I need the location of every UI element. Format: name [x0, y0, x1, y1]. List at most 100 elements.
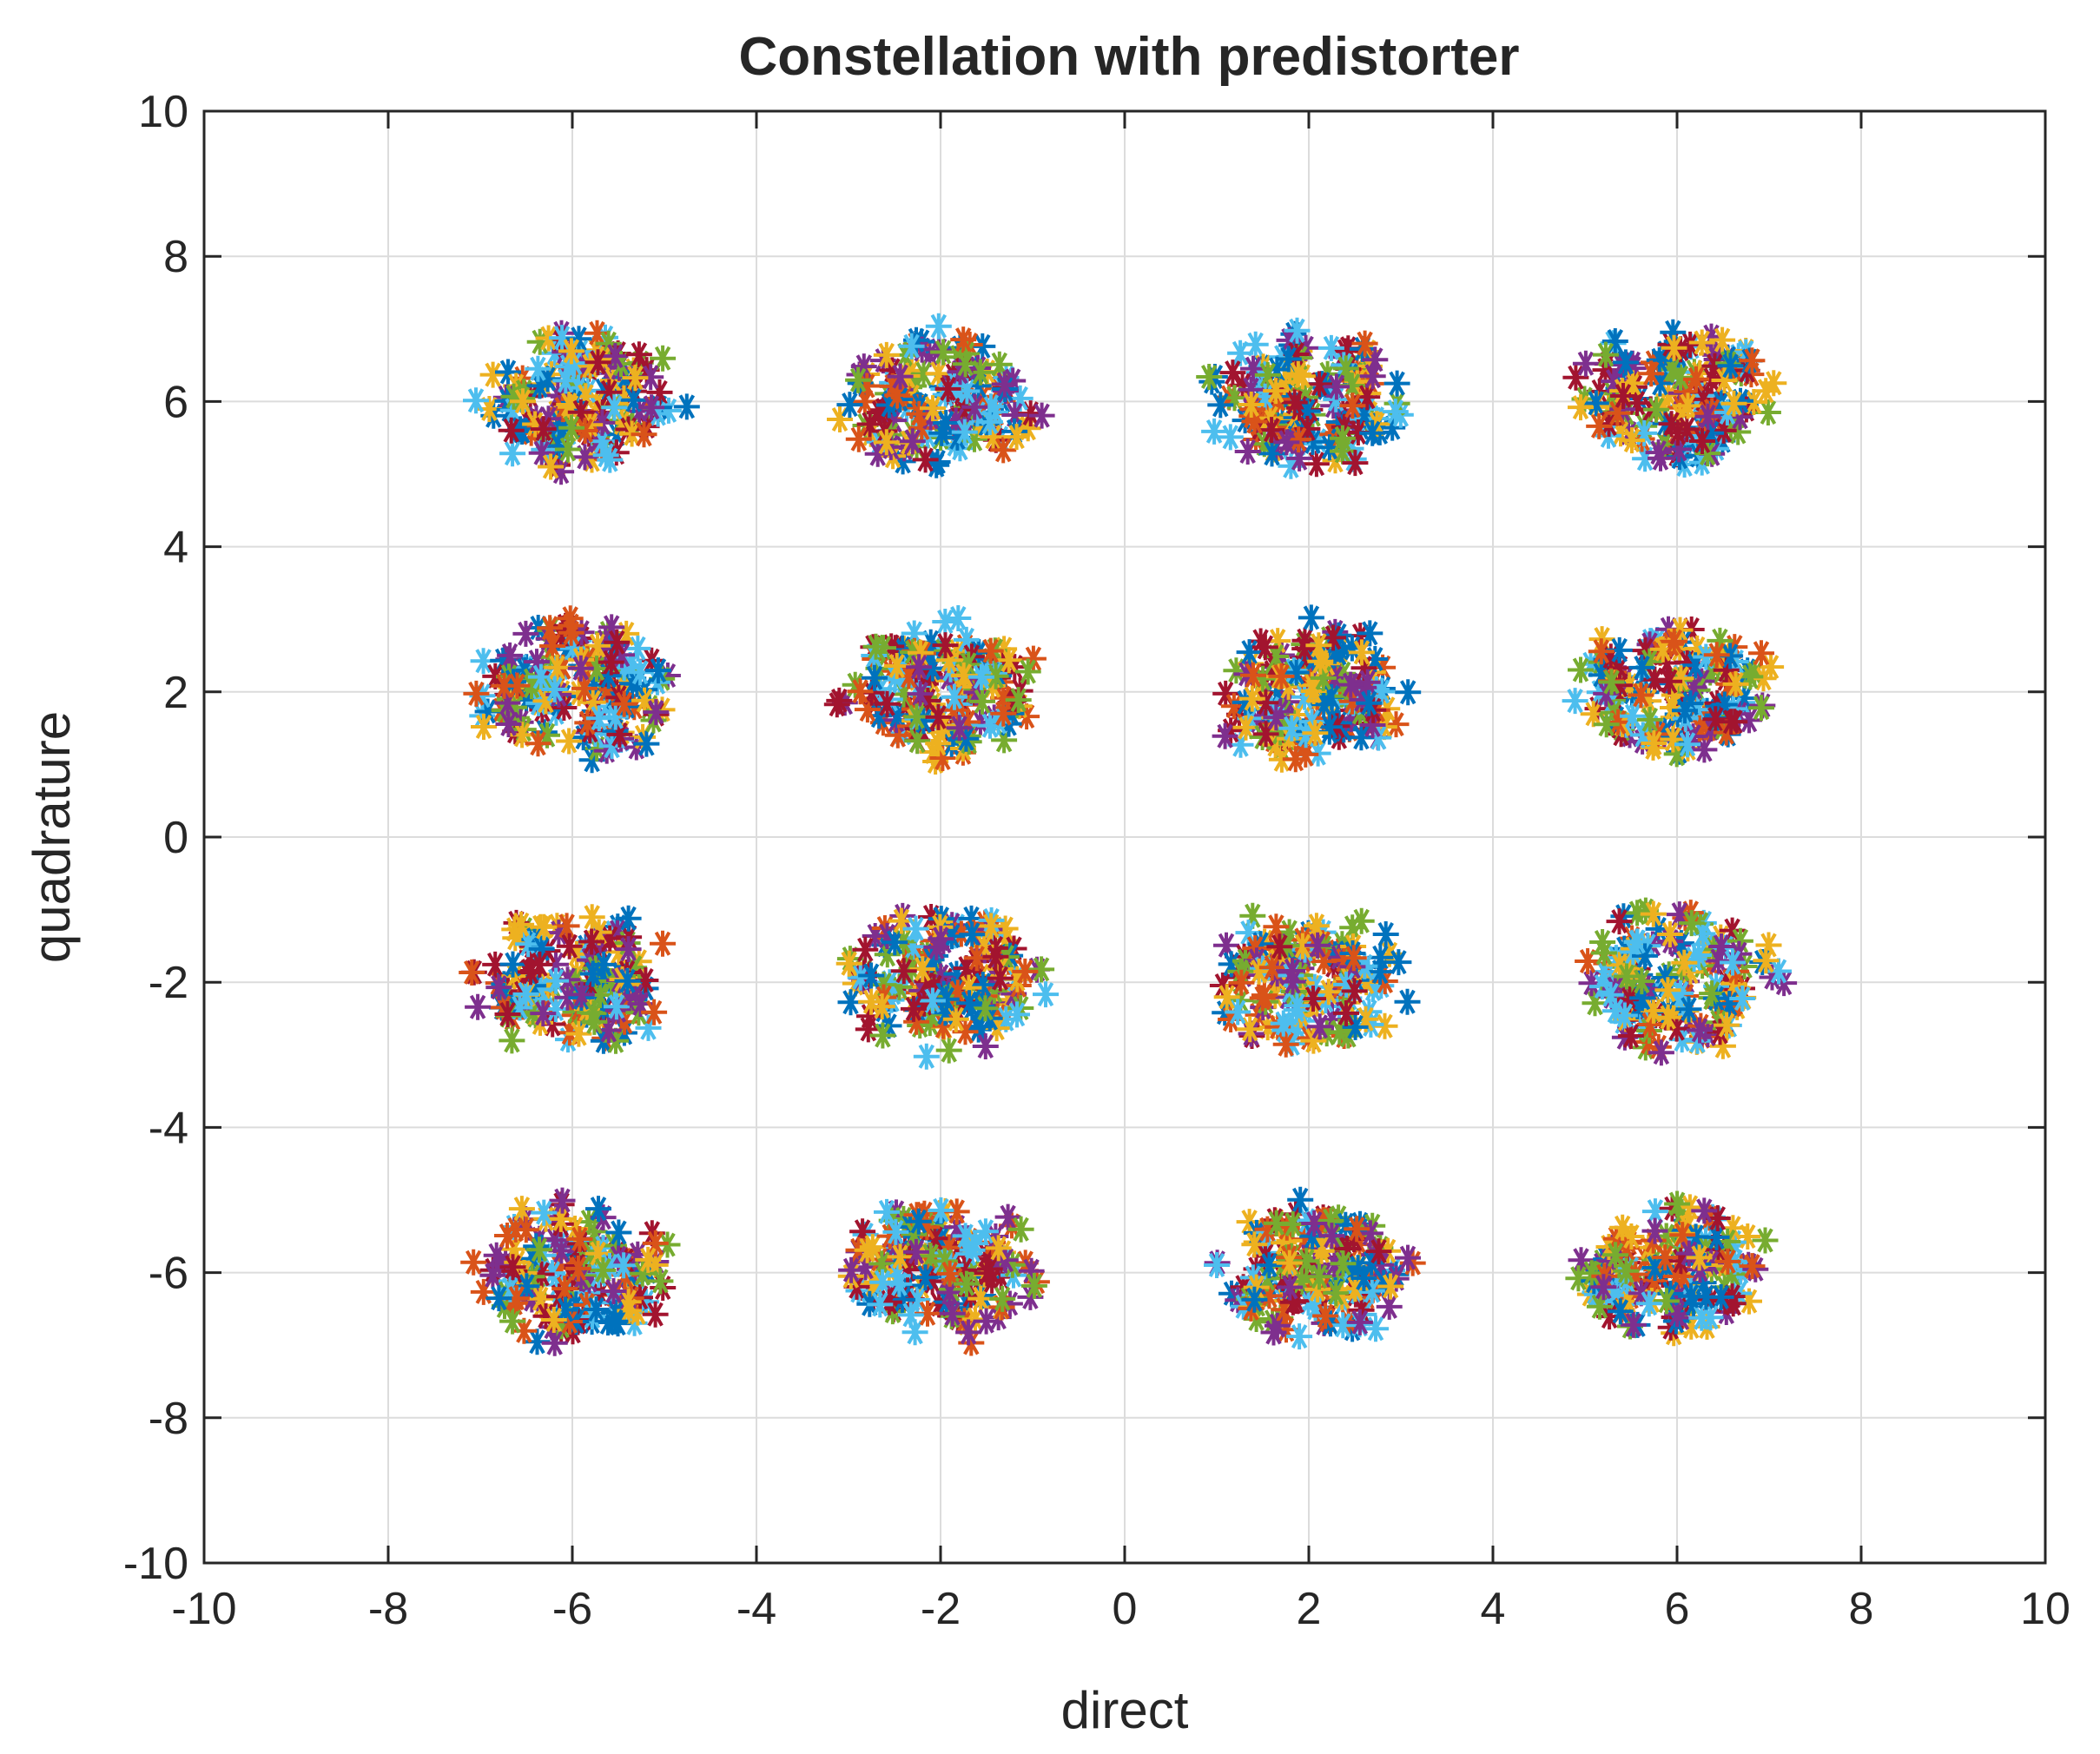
scatter-point [925, 313, 952, 340]
scatter-point [1332, 355, 1359, 382]
scatter-point [649, 696, 676, 723]
scatter-point [1656, 921, 1683, 947]
scatter-point [1017, 1283, 1044, 1310]
scatter-point [939, 1300, 966, 1327]
scatter-point [571, 675, 598, 702]
scatter-point [512, 620, 539, 647]
scatter-point [873, 341, 900, 368]
y-tick-label: -10 [123, 1539, 188, 1589]
scatter-point [515, 931, 542, 958]
scatter-point [1704, 1205, 1731, 1231]
scatter-point [1720, 949, 1746, 976]
scatter-point [1755, 932, 1782, 959]
scatter-point [1349, 686, 1376, 713]
scatter-point [590, 1256, 617, 1283]
scatter-point [1689, 953, 1716, 979]
scatter-point [1593, 1246, 1620, 1273]
scatter-point [1720, 1215, 1747, 1242]
scatter-point [972, 1218, 999, 1245]
scatter-point [624, 635, 651, 662]
scatter-point [917, 404, 944, 431]
scatter-point [961, 425, 987, 452]
scatter-point [602, 717, 629, 744]
scatter-point [952, 1019, 979, 1045]
scatter-point [919, 1268, 946, 1295]
scatter-point [1300, 986, 1326, 1012]
scatter-point [525, 689, 551, 716]
scatter-point [1610, 383, 1636, 409]
scatter-point [859, 1234, 886, 1261]
scatter-point [534, 973, 561, 999]
scatter-point [1241, 1286, 1268, 1313]
scatter-point [1597, 643, 1624, 670]
scatter-point [501, 1236, 527, 1263]
scatter-point [943, 1214, 970, 1241]
scatter-point [1323, 373, 1350, 400]
scatter-point [1648, 1039, 1674, 1066]
scatter-point [854, 373, 881, 399]
scatter-point [611, 690, 637, 717]
scatter-point [995, 647, 1022, 674]
scatter-point [1028, 402, 1055, 429]
scatter-point [1632, 942, 1658, 969]
scatter-point [1666, 436, 1693, 463]
scatter-point [1267, 719, 1294, 746]
scatter-point [1338, 635, 1365, 662]
scatter-point [471, 714, 497, 740]
scatter-point [914, 968, 941, 995]
scatter-point [854, 1236, 881, 1263]
scatter-point [1647, 370, 1674, 397]
scatter-point [1245, 359, 1272, 386]
scatter-point [1300, 1027, 1327, 1054]
scatter-point [1648, 445, 1674, 471]
scatter-point [852, 936, 879, 963]
scatter-point [1005, 687, 1032, 714]
scatter-point [1691, 736, 1718, 763]
scatter-point [570, 724, 597, 751]
scatter-point [925, 703, 952, 730]
scatter-point [1656, 668, 1683, 695]
scatter-point [627, 991, 654, 1018]
scatter-point [1001, 402, 1028, 428]
scatter-point [978, 913, 1005, 940]
scatter-point [490, 647, 517, 674]
scatter-point [497, 642, 524, 669]
x-tick-label: 10 [2020, 1584, 2070, 1634]
scatter-point [918, 946, 945, 973]
scatter-point [1196, 364, 1223, 390]
scatter-point [903, 1008, 930, 1035]
scatter-point [597, 1253, 623, 1279]
scatter-point [1586, 1293, 1613, 1320]
scatter-point [1291, 683, 1318, 710]
scatter-point [957, 1282, 984, 1309]
scatter-point [508, 911, 535, 938]
scatter-point [644, 657, 671, 684]
scatter-point [1014, 658, 1041, 685]
scatter-point [548, 1313, 575, 1340]
scatter-point [625, 341, 652, 368]
scatter-point [1276, 326, 1303, 353]
scatter-point [568, 981, 595, 1008]
scatter-point [1279, 968, 1306, 995]
scatter-point [1301, 1210, 1328, 1236]
scatter-point [548, 458, 575, 485]
scatter-point [1218, 1280, 1245, 1307]
scatter-point [593, 676, 620, 703]
scatter-point [631, 421, 657, 448]
scatter-point [1661, 334, 1687, 361]
scatter-point [956, 990, 983, 1017]
scatter-point [1325, 409, 1352, 435]
scatter-point [1302, 720, 1329, 747]
scatter-point [571, 444, 598, 471]
scatter-point [1325, 944, 1352, 971]
scatter-point [1619, 427, 1645, 454]
scatter-point [499, 397, 526, 424]
x-tick-label: 8 [1849, 1584, 1874, 1634]
scatter-point [890, 384, 917, 411]
scatter-point [1629, 722, 1656, 748]
scatter-point [871, 932, 898, 959]
scatter-point [545, 920, 572, 946]
scatter-point [1322, 447, 1349, 474]
scatter-point [1271, 1230, 1298, 1256]
scatter-point [552, 1296, 579, 1323]
